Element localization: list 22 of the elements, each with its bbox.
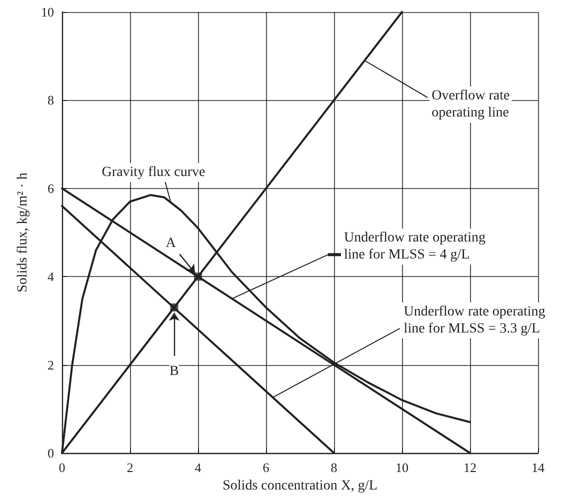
y-axis-title: Solids flux, kg/m² · h [16, 172, 30, 292]
y-tick-label: 4 [48, 269, 54, 284]
x-tick-label: 4 [194, 460, 202, 475]
y-tick-label: 6 [48, 180, 54, 196]
x-tick-label: 0 [58, 460, 66, 475]
legend-label: Underflow rate operating line for MLSS = 4 g/L [344, 230, 486, 263]
x-tick-label: 12 [464, 460, 476, 475]
x-tick-label: 2 [126, 460, 134, 475]
x-axis-title: Solids concentration X, g/L [222, 478, 378, 494]
x-tick-label: 8 [330, 460, 338, 475]
annotation: A [166, 236, 177, 252]
x-tick-label: 14 [532, 460, 545, 475]
annotation: B [170, 364, 179, 379]
x-tick-label: 6 [262, 460, 270, 475]
series-label: Gravity flux curve [102, 165, 206, 180]
x-tick-label: 10 [396, 460, 408, 475]
text: Underflow rate operating line for MLSS = 3.3 g/L [404, 304, 546, 336]
text: Overflow rate operating line [432, 88, 510, 121]
y-tick-label: 2 [48, 357, 54, 372]
y-tick-label: 8 [48, 92, 54, 108]
y-tick-label: 0 [48, 446, 54, 460]
y-tick-label: 10 [41, 4, 54, 20]
